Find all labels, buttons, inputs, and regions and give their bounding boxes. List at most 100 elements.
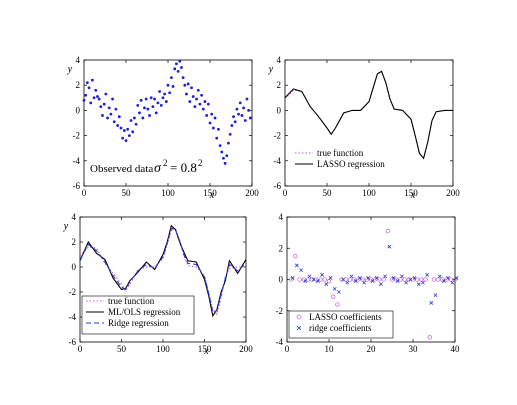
x-tick-label: 10 bbox=[325, 344, 335, 354]
y-tick-label: -6 bbox=[69, 337, 77, 347]
observed-point bbox=[188, 100, 192, 103]
observed-point bbox=[126, 127, 130, 131]
ridge-coefficient bbox=[316, 279, 320, 283]
legend-marker-circle bbox=[296, 314, 302, 320]
y-tick-label: -4 bbox=[276, 337, 284, 347]
observed-point bbox=[211, 126, 215, 130]
observed-point bbox=[92, 96, 96, 100]
observed-point bbox=[129, 119, 133, 122]
panel-coefficients: 0 10 20 30 40 -4 -2 0 2 4 LASSO coefficientsridge … bbox=[276, 212, 461, 354]
ridge-coefficient bbox=[362, 280, 366, 285]
legend-marker-x bbox=[296, 325, 302, 331]
observed-point bbox=[121, 136, 125, 140]
observed-point bbox=[166, 83, 170, 87]
observed-point bbox=[173, 67, 177, 71]
observed-point bbox=[109, 112, 113, 116]
panel-lasso: 0 50 100 150 200 -6 -4 -2 0 2 4 x y true functionLASS… bbox=[268, 55, 460, 201]
ridge-coefficient bbox=[425, 272, 429, 277]
ridge-coefficient bbox=[358, 276, 362, 280]
y-axis-label: y bbox=[63, 221, 69, 232]
ridge-coefficient bbox=[412, 276, 417, 280]
observed-point bbox=[220, 150, 224, 154]
y-tick-label: -6 bbox=[73, 181, 81, 191]
y-axis-label: y bbox=[268, 64, 274, 75]
lasso-coefficient bbox=[318, 277, 323, 282]
observed-point bbox=[186, 82, 190, 86]
x-tick-label: 0 bbox=[78, 344, 83, 354]
observed-point bbox=[210, 112, 214, 116]
ridge-coefficient bbox=[391, 276, 396, 280]
ridge-coefficient bbox=[446, 276, 450, 280]
x-tick-label: 200 bbox=[239, 344, 253, 354]
annotation-text: Observed data bbox=[90, 163, 153, 175]
ridge-coefficient bbox=[429, 301, 434, 305]
legend-label: ridge coefficients bbox=[309, 323, 372, 333]
observed-point bbox=[201, 107, 205, 111]
observed-point bbox=[151, 105, 155, 109]
observed-point bbox=[144, 97, 148, 101]
lasso-coefficient bbox=[440, 277, 445, 282]
legend-box bbox=[81, 295, 195, 335]
legend-label: ML/OLS regression bbox=[108, 307, 181, 317]
ridge-coefficient bbox=[416, 282, 421, 287]
observed-point bbox=[200, 93, 204, 97]
x-tick-label: 50 bbox=[117, 344, 127, 354]
ridge-coefficient bbox=[349, 274, 354, 279]
y-tick-label: 2 bbox=[76, 80, 81, 90]
observed-point bbox=[97, 97, 101, 101]
y-tick-label: -2 bbox=[73, 131, 81, 141]
observed-point bbox=[206, 102, 210, 106]
ridge-coefficient bbox=[311, 277, 316, 282]
observed-point bbox=[223, 161, 227, 165]
ridge-coefficient bbox=[324, 282, 329, 287]
y-tick-label: -6 bbox=[274, 181, 282, 191]
x-tick-label: 20 bbox=[367, 344, 377, 354]
y-tick-label: 4 bbox=[72, 212, 77, 222]
ridge-coefficient bbox=[299, 268, 303, 273]
observed-point bbox=[195, 97, 198, 101]
observed-point bbox=[89, 101, 93, 105]
x-tick-label: 30 bbox=[409, 344, 419, 354]
ridge-coefficient bbox=[366, 276, 371, 280]
ridge-coefficient bbox=[303, 279, 308, 283]
x-axis-label: x bbox=[203, 346, 209, 357]
y-tick-label: 0 bbox=[76, 105, 81, 115]
observed-point bbox=[193, 105, 197, 109]
y-tick-label: 2 bbox=[72, 237, 77, 247]
lasso-coefficient bbox=[356, 277, 361, 282]
lasso-coefficient bbox=[427, 335, 432, 340]
observed-point bbox=[203, 100, 207, 103]
lasso-coefficient bbox=[402, 277, 407, 282]
x-axis-label: x bbox=[410, 190, 416, 201]
y-tick-label: -4 bbox=[274, 156, 282, 166]
y-tick-label: 0 bbox=[279, 275, 284, 285]
observed-point bbox=[227, 141, 230, 145]
lasso-coefficient bbox=[347, 277, 353, 282]
ridge-coefficient bbox=[345, 280, 350, 285]
ridge-coefficient bbox=[328, 276, 333, 280]
annotation-sigma-exp: 2 bbox=[163, 158, 168, 168]
annotation-exp: 2 bbox=[198, 158, 203, 168]
observed-point bbox=[230, 124, 234, 127]
x-tick-label: 40 bbox=[451, 344, 461, 354]
series-line-ridge-regression bbox=[79, 227, 247, 313]
observed-point bbox=[84, 93, 88, 97]
y-tick-label: -2 bbox=[274, 131, 282, 141]
observed-point bbox=[122, 129, 126, 132]
observed-point bbox=[153, 97, 156, 101]
y-tick-label: -4 bbox=[69, 312, 77, 322]
observed-point bbox=[138, 111, 141, 115]
observed-point bbox=[143, 106, 146, 110]
observed-point bbox=[161, 96, 165, 100]
annotation-sigma: σ bbox=[154, 161, 162, 176]
observed-point bbox=[158, 90, 162, 93]
observed-point bbox=[156, 101, 160, 105]
ridge-coefficient bbox=[442, 279, 446, 283]
observed-point bbox=[133, 116, 136, 120]
observed-point bbox=[141, 116, 145, 120]
observed-point bbox=[228, 132, 232, 136]
ridge-coefficient bbox=[437, 274, 442, 279]
x-tick-label: 100 bbox=[362, 188, 376, 198]
